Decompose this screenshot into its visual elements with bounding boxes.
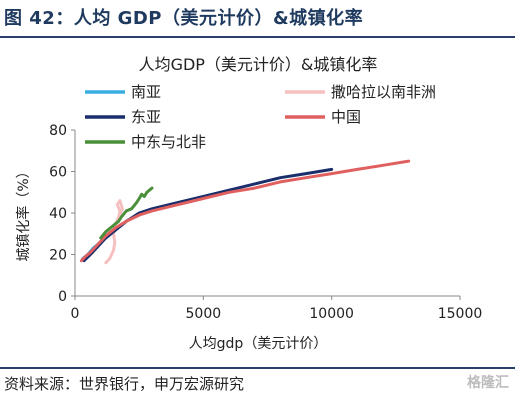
legend-label: 东亚 <box>131 108 161 126</box>
bottom-divider <box>0 367 515 369</box>
source-note: 资料来源：世界银行，申万宏源研究 <box>4 375 245 393</box>
legend-label: 中国 <box>331 108 361 126</box>
chart-title: 人均GDP（美元计价）&城镇化率 <box>139 55 378 74</box>
x-tick-label: 10000 <box>309 306 354 322</box>
axes: 0 20 40 60 80 0 5000 10000 15000 <box>49 123 482 322</box>
series-line-4 <box>99 186 154 240</box>
x-tick-label: 15000 <box>438 306 483 322</box>
figure-title: 图 42：人均 GDP（美元计价）&城镇化率 <box>4 8 364 29</box>
legend-label: 中东与北非 <box>131 133 206 151</box>
y-tick-label: 0 <box>58 289 67 305</box>
y-tick-label: 20 <box>49 248 67 264</box>
y-tick-label: 40 <box>49 206 67 222</box>
x-tick-label: 5000 <box>186 306 222 322</box>
legend-label: 南亚 <box>131 83 161 101</box>
legend-label: 撒哈拉以南非洲 <box>331 83 436 101</box>
y-tick-label: 80 <box>49 123 67 139</box>
series-line-3 <box>79 159 411 263</box>
y-tick-label: 60 <box>49 165 67 181</box>
top-divider <box>0 36 515 38</box>
watermark-logo: 格隆汇 <box>467 375 509 391</box>
y-axis-label: 城镇化率（%） <box>15 164 32 261</box>
x-axis-label: 人均gdp（美元计价） <box>189 336 328 352</box>
x-tick-label: 0 <box>71 306 80 322</box>
series-group <box>79 159 411 265</box>
